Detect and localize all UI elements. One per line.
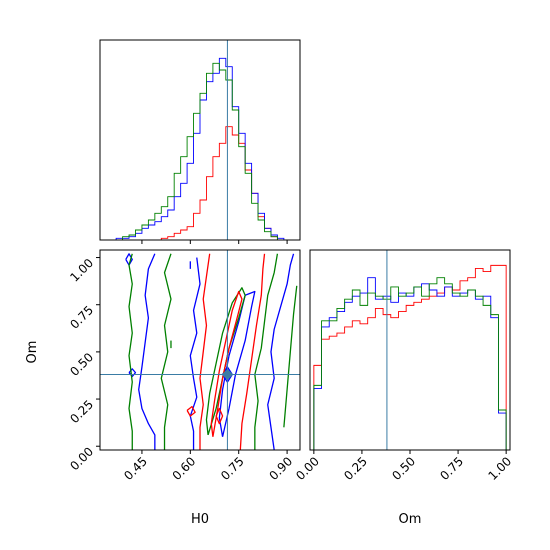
h0-hist-series-2 bbox=[109, 62, 297, 241]
contour-series-2-path-1 bbox=[210, 290, 243, 437]
om-tick-label-2: 0.50 bbox=[389, 454, 418, 483]
om-tick-label-0: 0.00 bbox=[293, 454, 322, 483]
h0-histogram-panel bbox=[99, 39, 301, 244]
contour-lines bbox=[125, 253, 298, 450]
contour-series-2-path-3 bbox=[186, 405, 196, 417]
h0-om-contour-panel: 0.45 0.60 0.75 0.90 0.00 0.25 0.50 0.75 1.00 bbox=[67, 249, 301, 483]
h0-histogram-frame bbox=[99, 39, 301, 241]
contour-series-1-path-3 bbox=[254, 253, 279, 450]
om-hist-series-2 bbox=[313, 277, 507, 450]
om-ytick-label-4: 1.00 bbox=[67, 256, 96, 285]
contour-series-2-path-0 bbox=[199, 253, 211, 450]
contour-series-0-path-3 bbox=[267, 253, 295, 450]
contour-series-2-path-2 bbox=[239, 253, 266, 450]
h0-hist-series-0 bbox=[109, 126, 297, 241]
contour-series-1-path-4 bbox=[283, 285, 298, 428]
om-histogram-frame bbox=[309, 249, 511, 451]
x-axis-label-om: Om bbox=[399, 512, 422, 527]
x-axis-label-h0: H0 bbox=[191, 512, 209, 527]
h0-tick-label-3: 0.90 bbox=[266, 454, 295, 483]
contour-series-2-path-4 bbox=[215, 407, 224, 425]
om-ytick-label-2: 0.50 bbox=[67, 350, 96, 379]
truth-marker bbox=[221, 368, 234, 381]
y-axis-label-om: Om bbox=[25, 341, 40, 364]
om-ytick-label-3: 0.75 bbox=[67, 303, 96, 332]
om-histogram-panel: 0.00 0.25 0.50 0.75 1.00 bbox=[293, 249, 514, 483]
contour-series-1-path-0 bbox=[128, 253, 133, 450]
h0-tick-label-1: 0.60 bbox=[170, 454, 199, 483]
om-tick-label-4: 1.00 bbox=[485, 454, 514, 483]
contour-series-0-path-1 bbox=[189, 257, 201, 450]
contour-series-0-path-4 bbox=[125, 253, 133, 266]
h0-hist-series-1 bbox=[109, 57, 297, 241]
om-tick-label-3: 0.75 bbox=[437, 454, 466, 483]
contour-series-0-path-5 bbox=[128, 368, 137, 378]
contour-series-0-path-2 bbox=[218, 290, 256, 437]
contour-series-1-path-1 bbox=[160, 253, 172, 450]
om-ytick-label-1: 0.25 bbox=[67, 397, 96, 426]
om-ytick-label-0: 0.00 bbox=[67, 444, 96, 473]
contour-frame bbox=[99, 249, 301, 451]
contour-series-0-path-0 bbox=[138, 253, 156, 450]
h0-tick-label-0: 0.45 bbox=[121, 454, 150, 483]
om-tick-label-1: 0.25 bbox=[341, 454, 370, 483]
h0-tick-label-2: 0.75 bbox=[218, 454, 247, 483]
om-hist-series-0 bbox=[313, 264, 507, 450]
om-hist-series-1 bbox=[313, 277, 507, 450]
